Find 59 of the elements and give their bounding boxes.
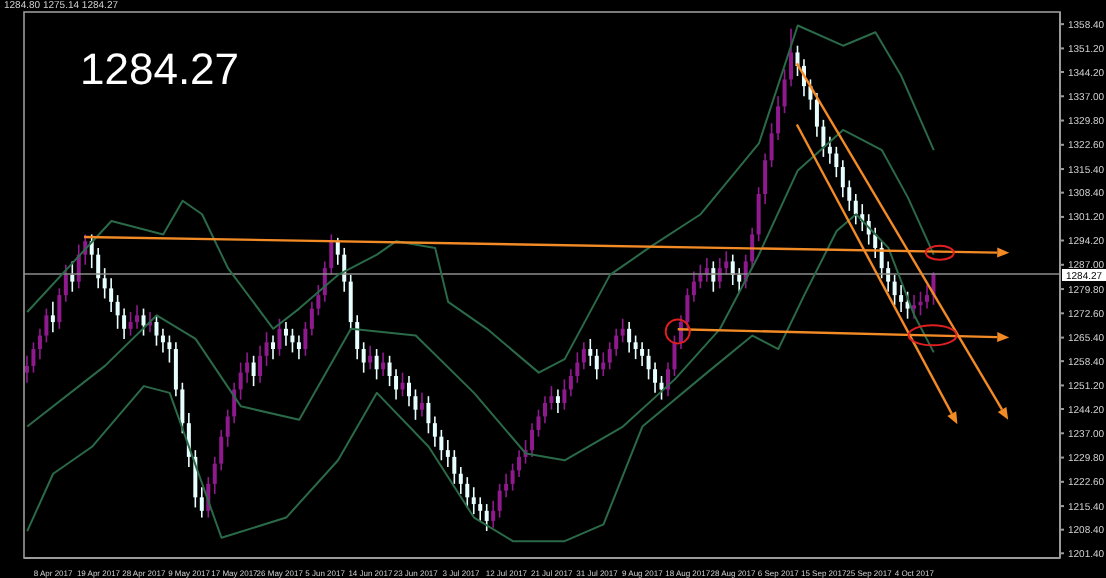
candlestick	[633, 334, 638, 360]
candlestick	[795, 44, 800, 77]
candlestick	[691, 270, 696, 303]
candlestick	[199, 486, 204, 519]
candlestick	[912, 294, 917, 320]
candlestick	[277, 317, 282, 357]
candlestick	[283, 321, 288, 347]
candlestick	[432, 415, 437, 448]
candlestick	[407, 375, 411, 408]
candlestick	[309, 301, 314, 337]
candlestick	[542, 395, 547, 424]
candlestick	[361, 341, 366, 374]
candlestick	[141, 307, 146, 337]
candlestick	[568, 368, 573, 398]
line-series	[26, 24, 935, 374]
candlestick	[517, 449, 522, 478]
candlestick	[555, 388, 560, 414]
candlestick	[853, 193, 858, 226]
candlestick	[109, 277, 114, 313]
candlestick	[271, 334, 276, 360]
candlestick	[245, 351, 250, 384]
candlestick	[154, 314, 159, 347]
candlestick	[426, 395, 431, 435]
candlestick	[135, 304, 140, 330]
candlestick	[491, 499, 496, 529]
annotation: 1284.27	[80, 44, 240, 96]
candlestick	[50, 301, 55, 333]
candlestick	[122, 307, 127, 340]
candlestick	[264, 331, 269, 367]
candlestick	[530, 422, 535, 458]
candlestick	[128, 311, 133, 337]
candlestick	[640, 341, 645, 367]
candlestick	[167, 334, 172, 364]
candlestick	[445, 439, 450, 468]
candlestick	[918, 290, 923, 317]
candlestick	[368, 344, 373, 371]
candlestick	[24, 354, 29, 384]
candlestick	[653, 361, 658, 394]
candlestick	[258, 344, 263, 384]
candlestick	[419, 392, 424, 418]
candlestick	[374, 348, 379, 381]
candlestick	[57, 287, 62, 330]
candlestick	[562, 378, 567, 411]
candlestick	[620, 317, 625, 344]
candlestick	[251, 354, 256, 387]
candlestick	[827, 135, 832, 165]
candlestick	[594, 348, 599, 381]
candlestick	[471, 486, 476, 515]
candlestick	[484, 503, 489, 532]
candlestick	[394, 368, 399, 401]
candlestick	[296, 334, 301, 360]
candlestick	[588, 338, 593, 367]
candlestick	[892, 274, 897, 307]
candlestick	[303, 321, 308, 357]
candlestick	[581, 341, 586, 371]
candlestick	[70, 260, 75, 293]
candlestick	[627, 321, 632, 354]
candlestick	[63, 263, 68, 303]
candlestick	[899, 284, 904, 313]
